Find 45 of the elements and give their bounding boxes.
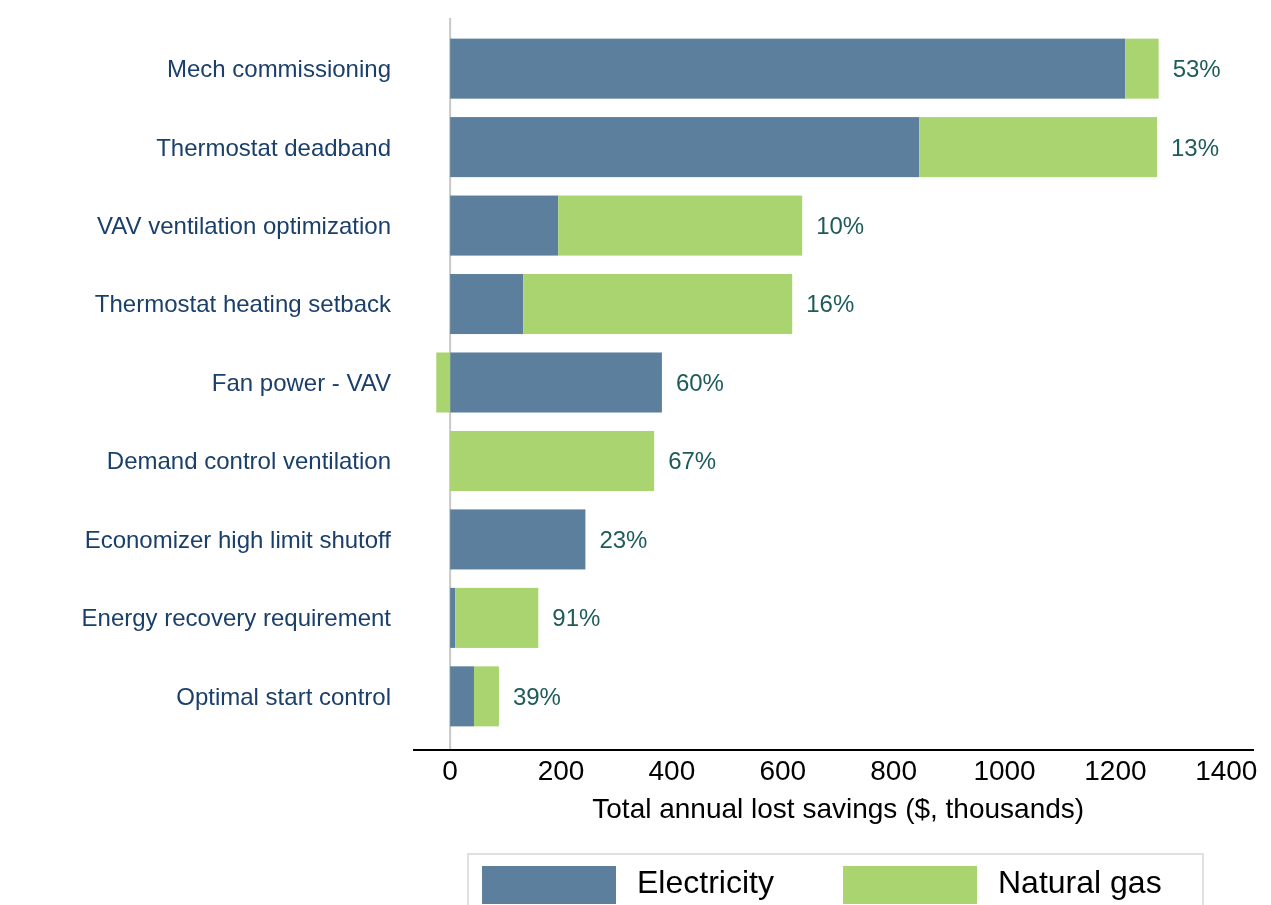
y-tick-label: Fan power - VAV [211,368,391,396]
x-axis-title: Total annual lost savings ($, thousands) [592,793,1085,824]
y-tick-label: Demand control ventilation [106,447,391,475]
bar [558,195,803,256]
annotation: 60% [675,368,724,396]
y-tick-label: VAV ventilation optimization [97,211,391,239]
bar [455,587,539,648]
bar [450,352,662,413]
x-tick-label: 1000 [973,755,1036,786]
bar [450,509,586,570]
bar [450,274,524,335]
annotation: 67% [668,447,717,475]
y-tick-label: Energy recovery requirement [81,604,392,632]
bar [450,666,474,727]
annotation: 23% [599,525,648,553]
y-tick-label: Optimal start control [176,682,391,710]
x-tick-label: 800 [870,755,918,786]
annotation: 91% [552,604,601,632]
bar [523,274,793,335]
x-tick-label: 1200 [1084,755,1147,786]
x-tick-label: 400 [648,755,696,786]
y-tick-label: Economizer high limit shutoff [84,525,392,553]
y-tick-label: Mech commissioning [166,55,391,83]
annotation: 13% [1170,133,1220,161]
bar [473,666,499,727]
x-tick-label: 200 [537,755,585,786]
bar [450,430,655,491]
bar [450,38,1126,99]
bar [919,117,1157,178]
y-tick-label: Thermostat heating setback [94,290,392,318]
y-tick-label: Thermostat deadband [156,133,391,161]
bar [450,117,920,178]
annotation: 16% [806,290,855,318]
annotation: 39% [512,682,561,710]
x-tick-label: 1400 [1195,755,1258,786]
bar [436,352,451,413]
bar [1125,38,1159,99]
bar [450,195,559,256]
x-tick-label: 600 [759,755,807,786]
legend-label: Natural gas [998,864,1162,901]
bar [450,587,456,648]
annotation: 10% [816,211,865,239]
legend-label: Electricity [637,864,774,901]
annotation: 53% [1172,55,1221,83]
x-tick-label: 0 [442,755,458,786]
